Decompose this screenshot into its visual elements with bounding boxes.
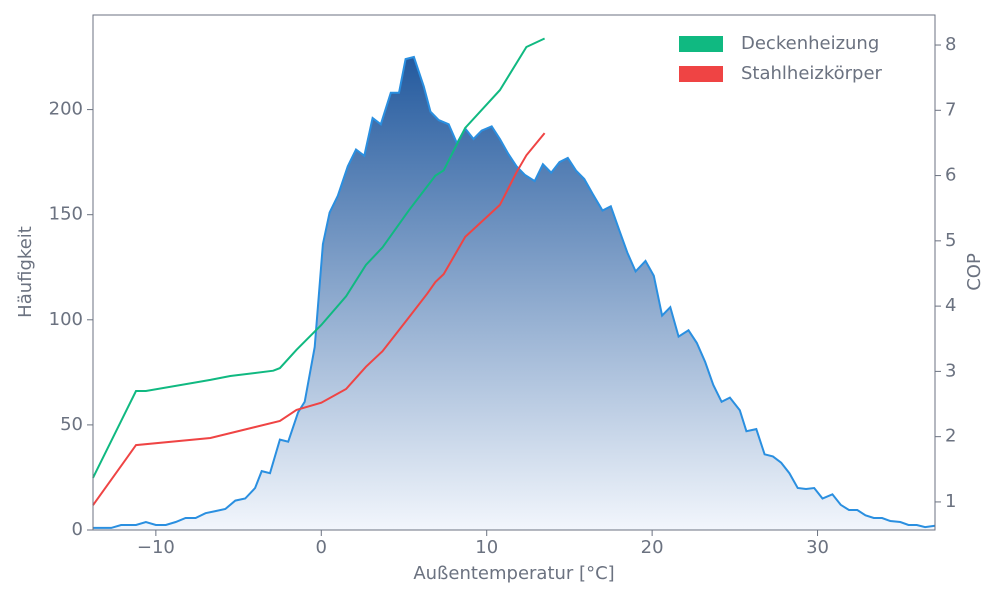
area-line — [93, 55, 936, 529]
y2-tick-label: 5 — [945, 230, 956, 251]
cop-line — [92, 37, 546, 479]
y-tick-label: 0 — [72, 519, 83, 540]
plot-frame — [92, 14, 936, 531]
x-axis-label: Außentemperatur [°C] — [413, 563, 614, 584]
x-tick-label: 30 — [806, 537, 829, 558]
y-tick-label: 150 — [49, 204, 83, 225]
y2-tick-label: 7 — [945, 99, 956, 120]
area-fill — [93, 57, 935, 530]
legend-swatch — [679, 66, 723, 82]
x-tick-label: −10 — [137, 537, 175, 558]
y2-tick-label: 1 — [945, 491, 956, 512]
legend-label: Deckenheizung — [741, 33, 879, 54]
y2-tick-label: 4 — [945, 295, 956, 316]
y2-tick-label: 3 — [945, 360, 956, 381]
x-tick-label: 10 — [475, 537, 498, 558]
cop-line — [92, 132, 546, 506]
y2-tick-label: 2 — [945, 426, 956, 447]
y2-tick-label: 8 — [945, 34, 956, 55]
x-tick-label: 0 — [316, 537, 327, 558]
y-tick-label: 50 — [60, 414, 83, 435]
x-tick-label: 20 — [641, 537, 664, 558]
y2-axis-label: COP — [964, 253, 985, 291]
y-tick-label: 200 — [49, 99, 83, 120]
legend-label: Stahlheizkörper — [741, 63, 883, 84]
y-tick-label: 100 — [49, 309, 83, 330]
y2-tick-label: 6 — [945, 165, 956, 186]
legend-swatch — [679, 36, 723, 52]
y-axis-label: Häufigkeit — [15, 226, 36, 318]
